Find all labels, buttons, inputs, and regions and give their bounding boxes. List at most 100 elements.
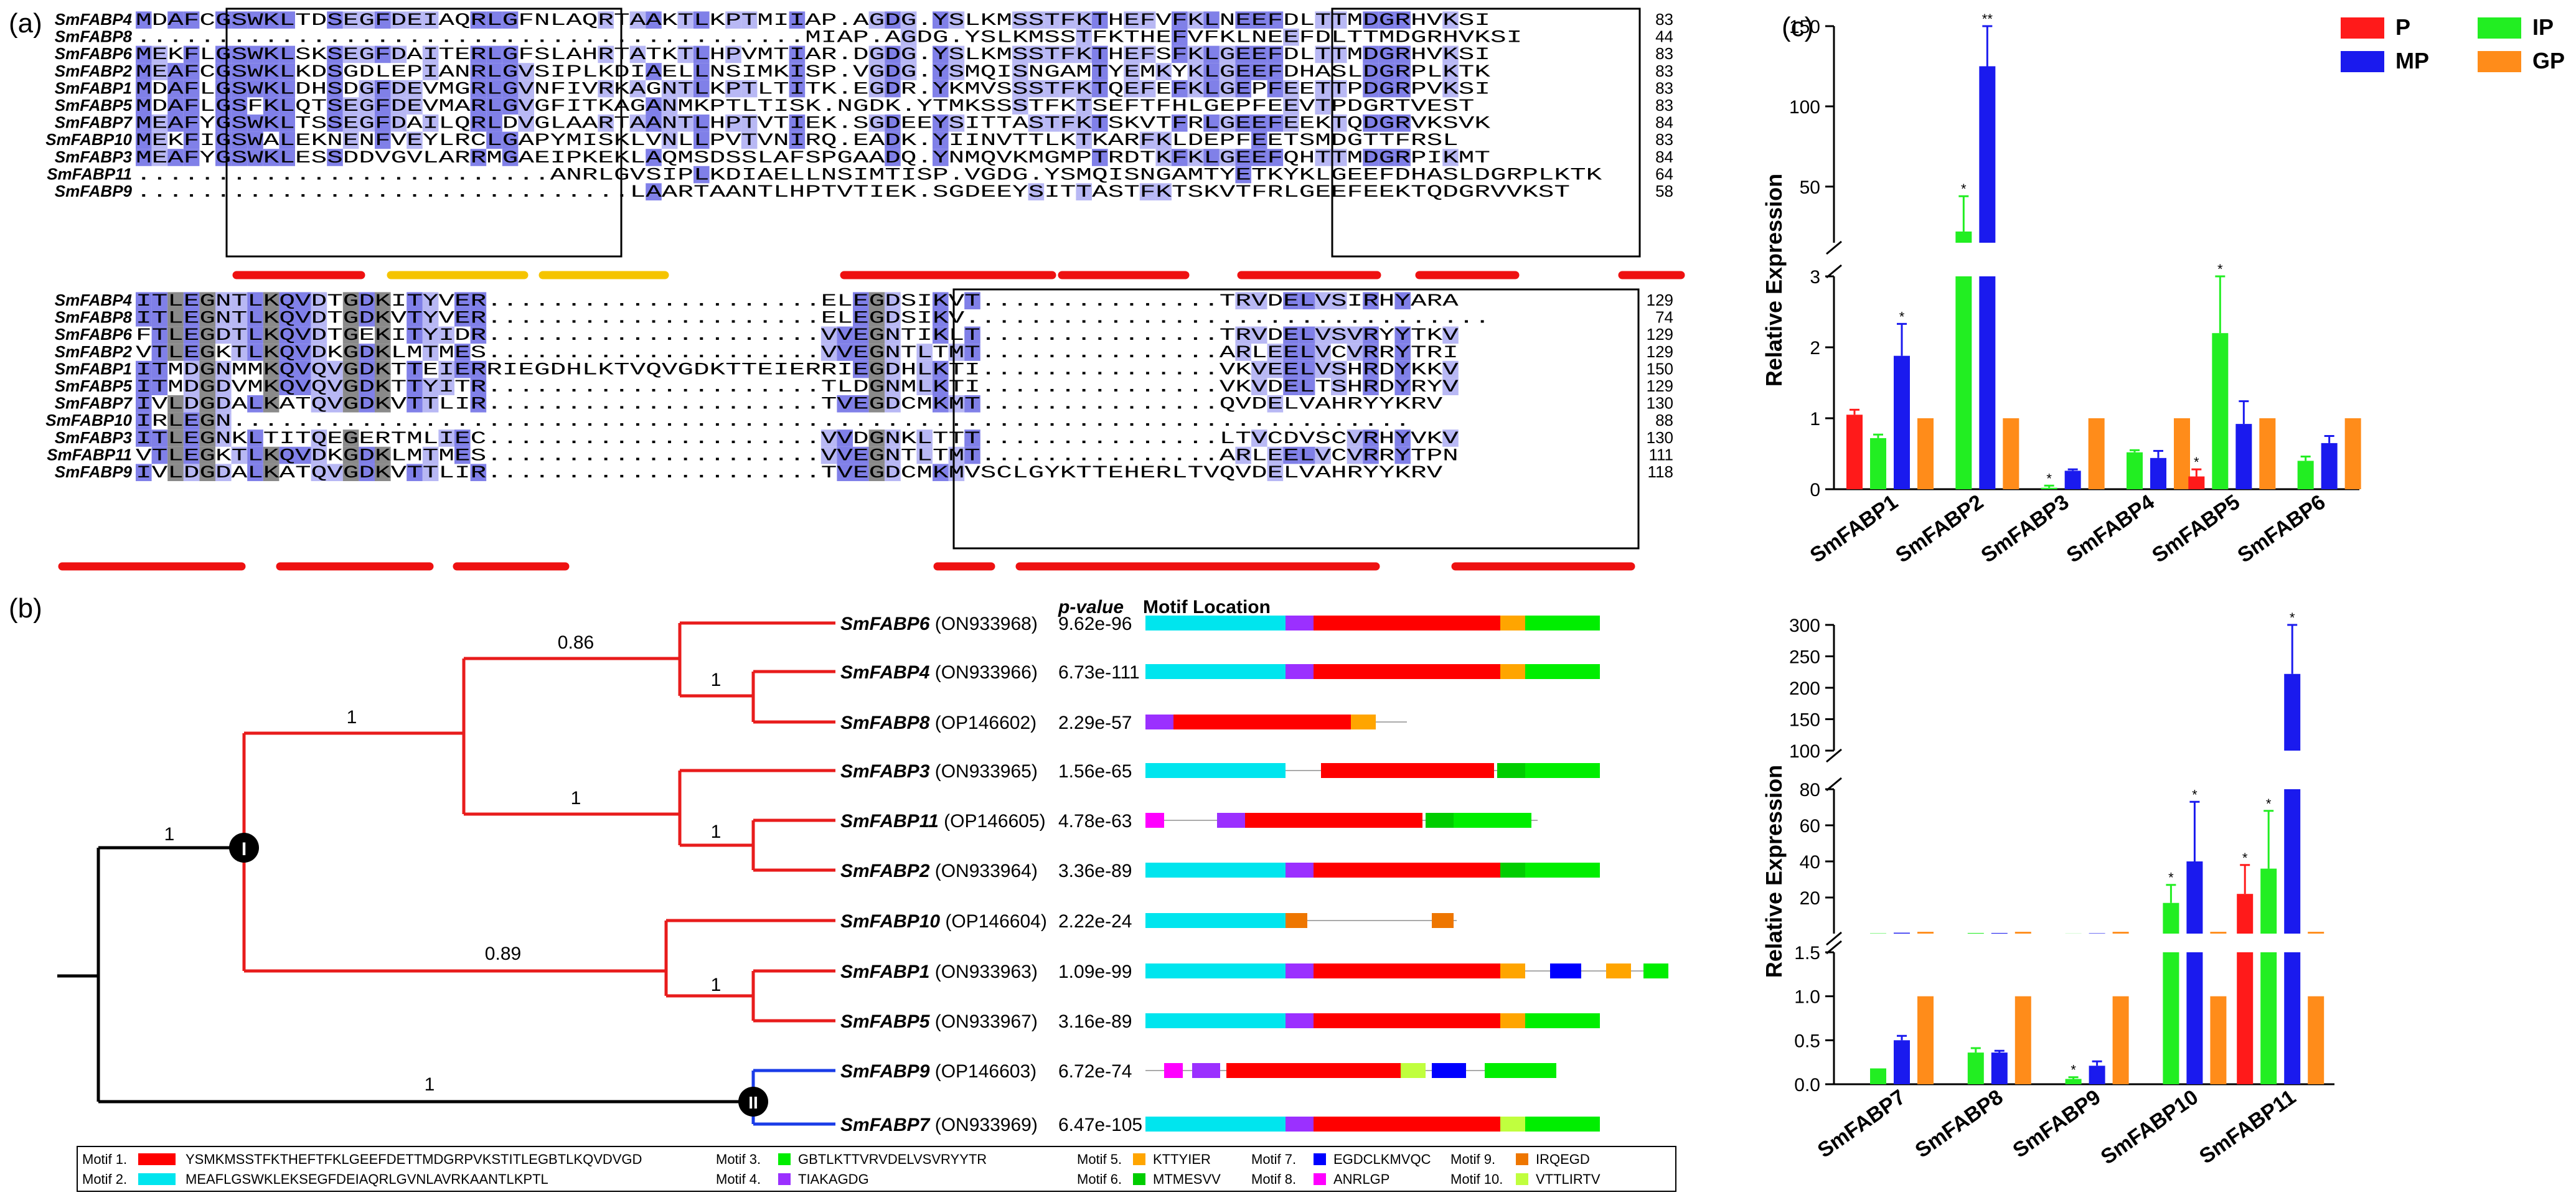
residue-shade [327,149,343,166]
residue-shade [661,97,678,115]
motif-block [1500,1117,1525,1132]
residue-shade [820,429,837,447]
sequence-residues: MDAFLGSFKLQTSEGFDEVMARLGVGFITKAGANMKPTLT… [136,97,1474,116]
residue-shade [215,11,232,29]
significance-mark: * [2168,870,2174,886]
residue-shade [1044,11,1060,29]
residue-shade [885,395,901,413]
y-axis-title: Relative Expression [1761,174,1787,387]
sequence-residues: MEAFYGSWKLESSDDVGVLARRMGAEIPKEKLAQMSDSSL… [136,149,1490,168]
residue-shade [1235,80,1251,98]
residue-shade [1092,115,1108,132]
gene-name: SmFABP2 [840,861,930,881]
sequence-name: SmFABP10 [45,130,132,149]
bootstrap-value: 1 [164,824,175,845]
clade-node [738,1087,768,1117]
sequence-name: SmFABP9 [55,182,133,200]
bootstrap-value: 1 [711,670,722,690]
residue-shade [853,309,869,327]
residue-shade [1235,344,1251,361]
residue-shade [1187,80,1204,98]
residue-shade [646,97,662,115]
expression-chart-top: 0 1 2 3 50 100 150 Relative Expression * SmFABP1 *… [1761,11,2361,568]
residue-shade [933,115,949,132]
residue-shade [279,11,295,29]
motif-block [1145,763,1286,778]
residue-shade [661,131,678,149]
residue-shade [1267,115,1284,132]
bar [2186,952,2203,1084]
residue-shade [900,11,917,29]
residue-shade [311,344,327,361]
residue-shade [1076,115,1092,132]
gene-accession: (ON933968) [929,614,1037,634]
residue-shade [1378,115,1395,132]
residue-shade [375,446,391,464]
motif-block [1314,1117,1500,1132]
residue-shade [279,446,295,464]
sequence-length: 58 [1655,182,1673,200]
residue-shade [327,80,343,98]
residue-shade [1331,149,1347,166]
residue-shade [1012,63,1028,80]
residue-shade [407,309,423,327]
sequence-name: SmFABP2 [55,342,133,361]
residue-shade [167,395,184,413]
residue-shade [1235,149,1251,166]
significance-mark: * [2242,850,2248,866]
sequence-length: 83 [1655,96,1673,115]
residue-shade [1235,166,1251,184]
motif-block [1550,963,1581,978]
residue-shade [311,326,327,344]
x-tick-label: SmFABP7 [1813,1085,1910,1162]
residue-shade [422,395,439,413]
residue-shade [1028,115,1045,132]
legend-swatch [1516,1153,1528,1165]
motif-block [1314,1013,1500,1028]
residue-shade [1331,115,1347,132]
motif-block [1500,1013,1525,1028]
residue-shade [167,429,184,447]
motif-block [1432,1063,1466,1078]
residue-shade [1060,115,1076,132]
residue-shade [263,344,280,361]
residue-shade [342,464,359,481]
residue-shade [295,309,311,327]
residue-shade [725,11,741,29]
bar [2235,424,2252,489]
residue-shade [311,309,327,327]
residue-shade [167,309,184,327]
residue-shade [948,446,965,464]
residue-shade [422,309,439,327]
residue-shade [359,309,375,327]
residue-shade [1139,11,1156,29]
residue-shade [279,80,295,98]
motif-box [225,7,623,258]
residue-shade [1267,464,1284,481]
residue-shade [215,429,232,447]
gene-name: SmFABP5 [840,1011,931,1032]
bootstrap-value: 0.86 [558,632,594,653]
residue-shade [263,292,280,309]
bar [1991,932,2008,934]
axis-break [1826,931,1842,946]
residue-shade [1124,63,1140,80]
significance-mark: * [2266,796,2272,812]
residue-shade [342,11,359,29]
bootstrap-value: 0.89 [485,944,521,964]
panel-b-label: (b) [9,593,42,624]
sequence-residues: IVLDGDALKATQVGDKVTTLIR..................… [136,464,1442,483]
residue-shade [1394,45,1411,63]
bar [2260,868,2277,934]
residue-shade [933,11,949,29]
residue-shade [151,63,168,80]
residue-shade [1267,149,1284,166]
residue-shade [1363,326,1379,344]
residue-shade [1394,429,1411,447]
sequence-length: 83 [1655,10,1673,29]
sequence-name: SmFABP7 [55,113,133,132]
residue-shade [1251,292,1267,309]
residue-shade [1363,344,1379,361]
y-tick-label: 0.0 [1794,1075,1820,1095]
residue-shade [183,131,200,149]
